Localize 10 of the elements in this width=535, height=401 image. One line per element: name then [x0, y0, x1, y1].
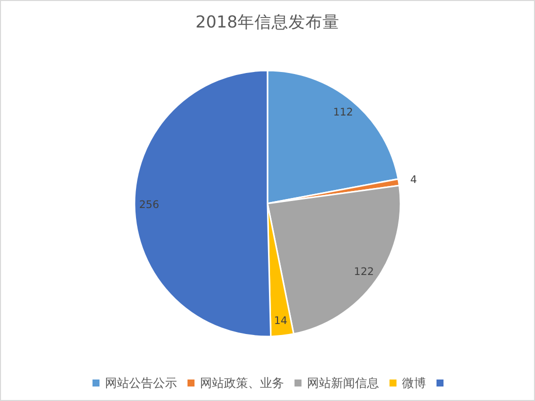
chart-title: 2018年信息发布量: [196, 12, 340, 32]
legend-label: 网站政策、业务: [200, 376, 284, 390]
data-label: 14: [274, 315, 288, 328]
legend-label: 微博: [402, 376, 426, 390]
data-label: 4: [410, 174, 418, 186]
data-label: 122: [354, 266, 374, 278]
data-label: 112: [333, 106, 354, 118]
legend-label: 网站公告公示: [105, 376, 177, 390]
legend-label: 网站新闻信息: [307, 376, 379, 390]
data-label: 256: [139, 198, 160, 211]
